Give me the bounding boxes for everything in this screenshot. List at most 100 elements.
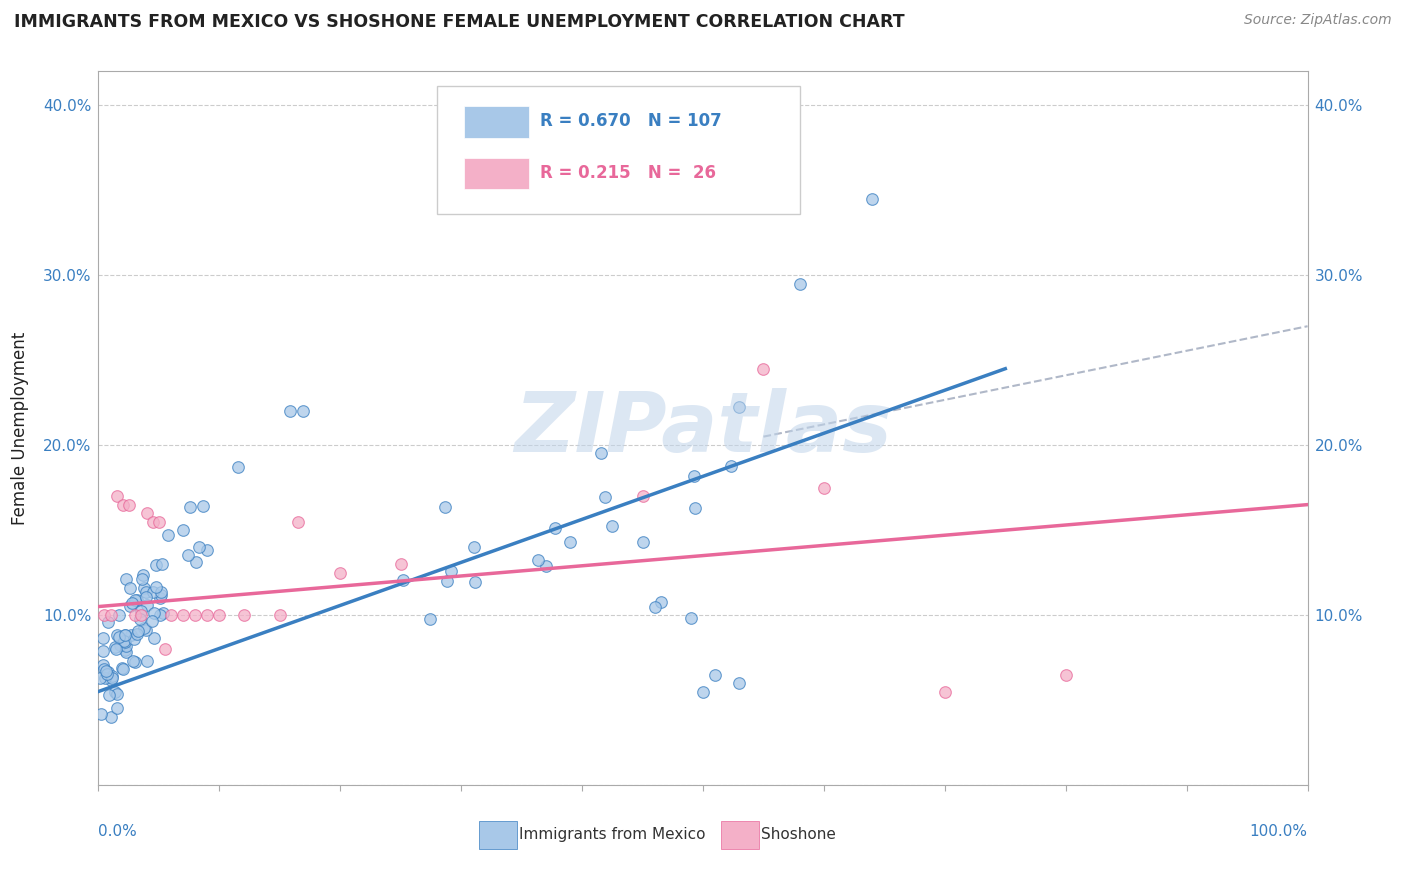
Point bbox=[115, 645, 138, 659]
Point bbox=[105, 701, 128, 715]
Point bbox=[135, 590, 157, 604]
Point bbox=[129, 608, 152, 623]
Point bbox=[90, 707, 112, 722]
Point bbox=[114, 628, 136, 642]
Point bbox=[108, 638, 131, 652]
Point bbox=[463, 540, 485, 554]
Point bbox=[160, 608, 183, 623]
Point bbox=[184, 608, 207, 623]
Point bbox=[436, 574, 458, 588]
Point bbox=[644, 599, 666, 614]
Point bbox=[142, 515, 165, 529]
Point bbox=[93, 671, 115, 685]
Point bbox=[527, 553, 550, 567]
Point bbox=[600, 519, 623, 533]
Point bbox=[419, 612, 441, 626]
Point bbox=[124, 655, 146, 669]
FancyBboxPatch shape bbox=[437, 86, 800, 214]
Point bbox=[269, 608, 291, 623]
Point bbox=[560, 535, 582, 549]
FancyBboxPatch shape bbox=[464, 158, 529, 189]
Point bbox=[208, 608, 231, 623]
Point bbox=[120, 581, 142, 595]
Point bbox=[589, 446, 612, 460]
Point bbox=[91, 658, 114, 673]
Point bbox=[111, 661, 134, 675]
Point bbox=[100, 673, 122, 687]
Point bbox=[135, 506, 157, 520]
Point bbox=[188, 540, 211, 554]
Point bbox=[157, 528, 180, 542]
Point bbox=[683, 500, 706, 515]
Point bbox=[148, 515, 170, 529]
Point bbox=[114, 634, 136, 648]
Point bbox=[135, 585, 157, 599]
Point bbox=[134, 621, 156, 635]
Point bbox=[101, 671, 124, 685]
Point bbox=[150, 558, 173, 572]
Point bbox=[195, 608, 218, 623]
FancyBboxPatch shape bbox=[721, 821, 759, 849]
Point bbox=[96, 665, 118, 679]
Point bbox=[93, 662, 115, 676]
Point bbox=[534, 558, 557, 573]
Point bbox=[135, 624, 157, 638]
Point bbox=[631, 489, 654, 503]
Point bbox=[184, 555, 207, 569]
Point bbox=[121, 596, 143, 610]
Text: 0.0%: 0.0% bbox=[98, 824, 138, 839]
Text: Shoshone: Shoshone bbox=[761, 828, 837, 842]
Point bbox=[107, 630, 129, 644]
Point bbox=[226, 460, 249, 475]
Point bbox=[105, 627, 128, 641]
Text: R = 0.215   N =  26: R = 0.215 N = 26 bbox=[540, 164, 716, 182]
Point bbox=[704, 667, 727, 681]
Point bbox=[101, 669, 124, 683]
Point bbox=[104, 642, 127, 657]
Point bbox=[105, 489, 128, 503]
Point bbox=[287, 515, 309, 529]
Point bbox=[292, 404, 315, 418]
Point bbox=[97, 688, 120, 702]
FancyBboxPatch shape bbox=[464, 106, 529, 137]
Point bbox=[692, 684, 714, 698]
FancyBboxPatch shape bbox=[479, 821, 517, 849]
Point bbox=[145, 558, 167, 572]
Point bbox=[152, 606, 174, 620]
Point bbox=[127, 624, 149, 639]
Point bbox=[100, 608, 122, 623]
Point bbox=[122, 654, 145, 668]
Point bbox=[728, 676, 751, 690]
Point bbox=[114, 643, 136, 657]
Point bbox=[860, 192, 883, 206]
Point bbox=[111, 498, 134, 512]
Point bbox=[650, 595, 672, 609]
Point bbox=[149, 607, 172, 622]
Point bbox=[195, 542, 218, 557]
Point bbox=[104, 685, 127, 699]
Point bbox=[124, 593, 146, 607]
Text: IMMIGRANTS FROM MEXICO VS SHOSHONE FEMALE UNEMPLOYMENT CORRELATION CHART: IMMIGRANTS FROM MEXICO VS SHOSHONE FEMAL… bbox=[14, 13, 904, 31]
Point bbox=[149, 588, 172, 602]
Point bbox=[789, 277, 811, 291]
Point bbox=[464, 575, 486, 590]
Point bbox=[122, 632, 145, 646]
Point bbox=[132, 568, 155, 582]
Point bbox=[1054, 667, 1077, 681]
Y-axis label: Female Unemployment: Female Unemployment bbox=[11, 332, 30, 524]
Point bbox=[118, 498, 141, 512]
Point bbox=[142, 606, 165, 620]
Point bbox=[153, 642, 176, 657]
Point bbox=[91, 632, 114, 646]
Point bbox=[91, 644, 114, 658]
Point bbox=[114, 628, 136, 642]
Text: Immigrants from Mexico: Immigrants from Mexico bbox=[519, 828, 706, 842]
Point bbox=[392, 574, 415, 588]
Point bbox=[112, 633, 135, 648]
Point bbox=[125, 627, 148, 641]
Point bbox=[100, 710, 122, 724]
Point bbox=[720, 458, 742, 473]
Point bbox=[191, 500, 214, 514]
Point bbox=[135, 654, 157, 668]
Point bbox=[97, 615, 120, 629]
